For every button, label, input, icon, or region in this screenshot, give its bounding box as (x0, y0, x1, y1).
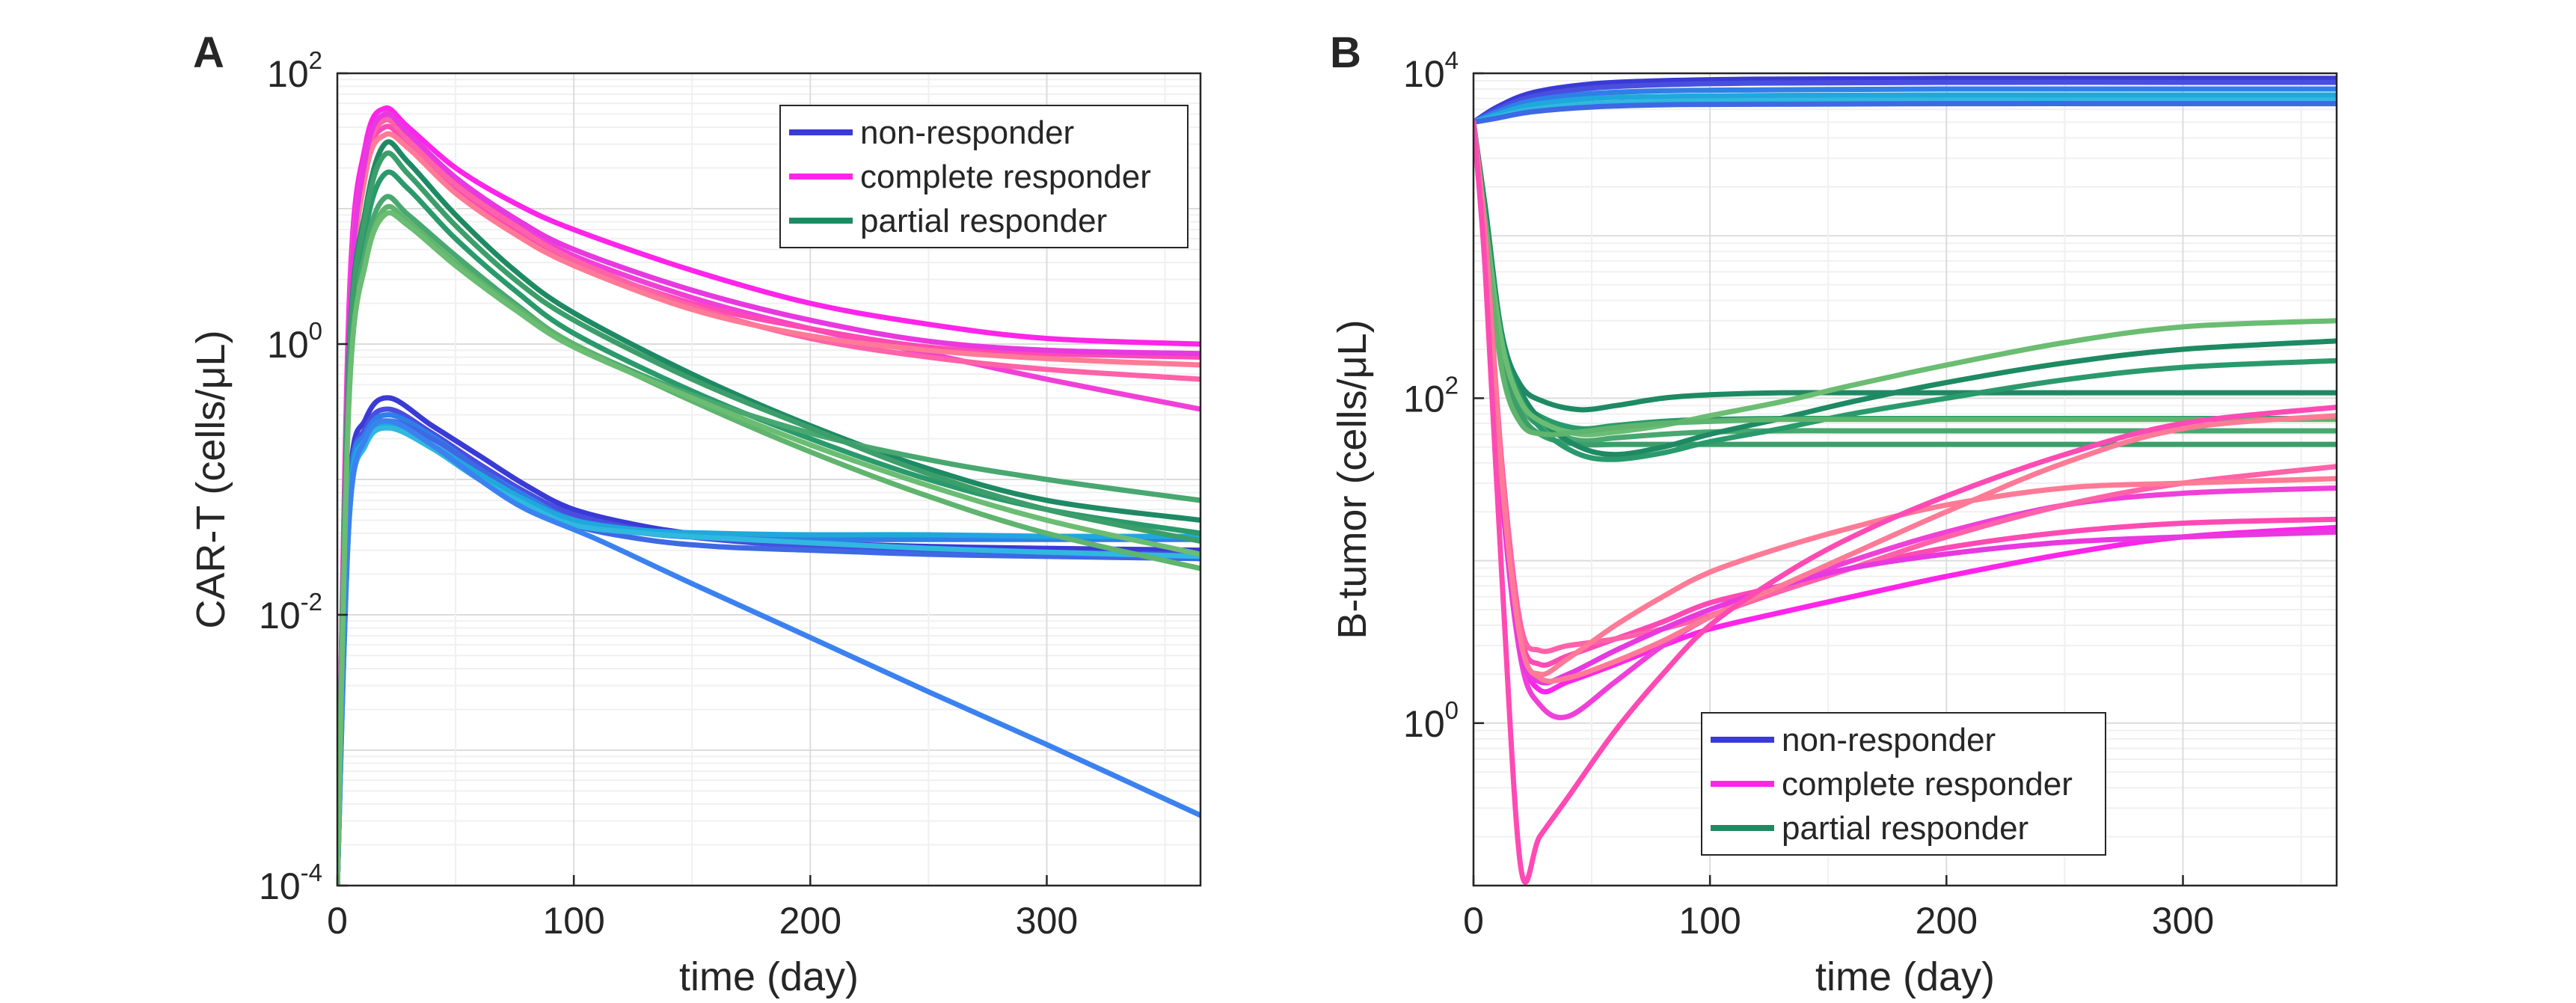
series-line-complete-responder-20 (1473, 119, 2337, 684)
x-tick-label: 300 (1016, 900, 1078, 942)
legend: non-responder complete responder partial r… (779, 105, 1189, 248)
legend-entry-label: non-responder (860, 114, 1074, 151)
series-line-partial-responder-18 (337, 210, 1200, 886)
series-line-partial-responder-12 (1473, 119, 2337, 438)
series-line-non-responder-1 (1473, 79, 2337, 125)
legend-entry-label: complete responder (860, 159, 1151, 195)
x-axis-label: time (day) (679, 954, 859, 999)
series-line-non-responder-0 (1473, 76, 2337, 125)
series-line-partial-responder-9 (1473, 119, 2337, 448)
legend-entry-label: non-responder (1782, 722, 1996, 758)
series-line-non-responder-6 (337, 418, 1200, 886)
series-line-partial-responder-7 (1473, 119, 2337, 432)
panel-b: 0 100 200 300 104 102 100 time (day) B-tumor (ce… (1330, 28, 2338, 999)
x-tick-label: 0 (327, 900, 348, 942)
series-line-non-responder-5 (1473, 101, 2337, 125)
series-line-complete-responder-21 (1473, 119, 2337, 885)
series-group (1473, 76, 2337, 885)
legend-entry-label: partial responder (860, 203, 1107, 239)
x-tick-label: 200 (779, 900, 841, 942)
y-tick-label: 100 (267, 317, 322, 366)
axes-frame (1472, 72, 2338, 887)
x-tick-label: 0 (1463, 900, 1484, 942)
x-tick-label: 100 (542, 900, 604, 942)
y-tick-label: 102 (267, 46, 322, 95)
axes-frame (336, 72, 1202, 887)
y-tick-label: 100 (1403, 696, 1459, 745)
series-line-non-responder-5 (337, 425, 1200, 886)
y-tick-label: 10-2 (259, 588, 322, 637)
series-line-partial-responder-13 (1473, 119, 2337, 438)
panel-label: B (1330, 28, 1361, 77)
series-line-non-responder-3 (337, 418, 1200, 886)
series-line-non-responder-3 (1473, 92, 2337, 125)
x-tick-label: 200 (1916, 900, 1978, 942)
panel-a: 0 100 200 300 102 100 10-2 10-4 time (day) CAR-T … (188, 28, 1202, 999)
x-axis-label: time (day) (1815, 954, 1995, 999)
series-group (337, 105, 1200, 886)
y-tick-label: 104 (1403, 46, 1459, 95)
legend-entry-label: complete responder (1782, 766, 2073, 803)
panel-label: A (193, 28, 224, 77)
legend-entry-label: partial responder (1782, 810, 2028, 847)
y-tick-label: 102 (1403, 371, 1459, 420)
y-axis-label: CAR-T (cells/μL) (188, 330, 233, 628)
series-line-complete-responder-17 (1473, 119, 2337, 654)
y-axis-label: B-tumor (cells/μL) (1330, 319, 1375, 639)
series-line-non-responder-2 (1473, 86, 2337, 125)
x-tick-label: 300 (2152, 900, 2214, 942)
y-tick-label: 10-4 (259, 859, 322, 907)
x-tick-label: 100 (1678, 900, 1741, 942)
legend: non-responder complete responder partial r… (1701, 712, 2106, 856)
